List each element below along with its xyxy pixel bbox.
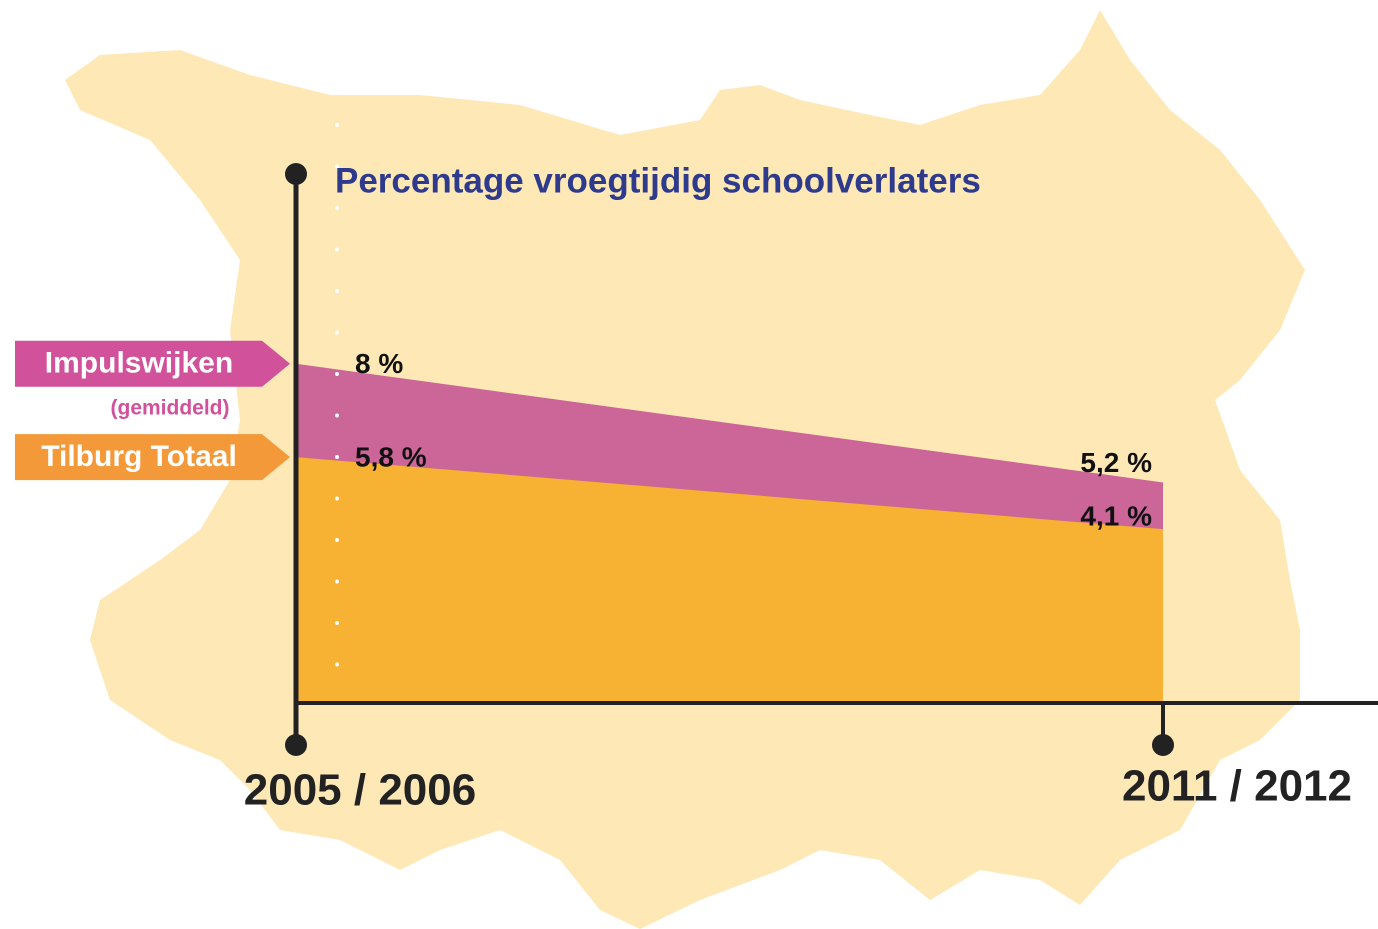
value-label: 8 %: [355, 348, 403, 379]
x-tick-label: 2005 / 2006: [244, 766, 476, 815]
axis-dot: [1152, 734, 1174, 756]
axis-dot: [285, 734, 307, 756]
area: [296, 457, 1163, 703]
legend-tag: [15, 434, 290, 481]
value-label: 4,1 %: [1080, 501, 1152, 532]
x-tick-label: 2011 / 2012: [1122, 762, 1352, 811]
legend-label: Impulswijken: [45, 347, 233, 380]
legend-tag: [15, 340, 290, 387]
legend-note: (gemiddeld): [111, 396, 230, 419]
chart-title: Percentage vroegtijdig schoolverlaters: [335, 161, 981, 200]
legend-label: Tilburg Totaal: [41, 440, 237, 473]
value-label: 5,2 %: [1080, 447, 1152, 478]
axis-dot: [285, 163, 307, 185]
value-label: 5,8 %: [355, 441, 427, 472]
